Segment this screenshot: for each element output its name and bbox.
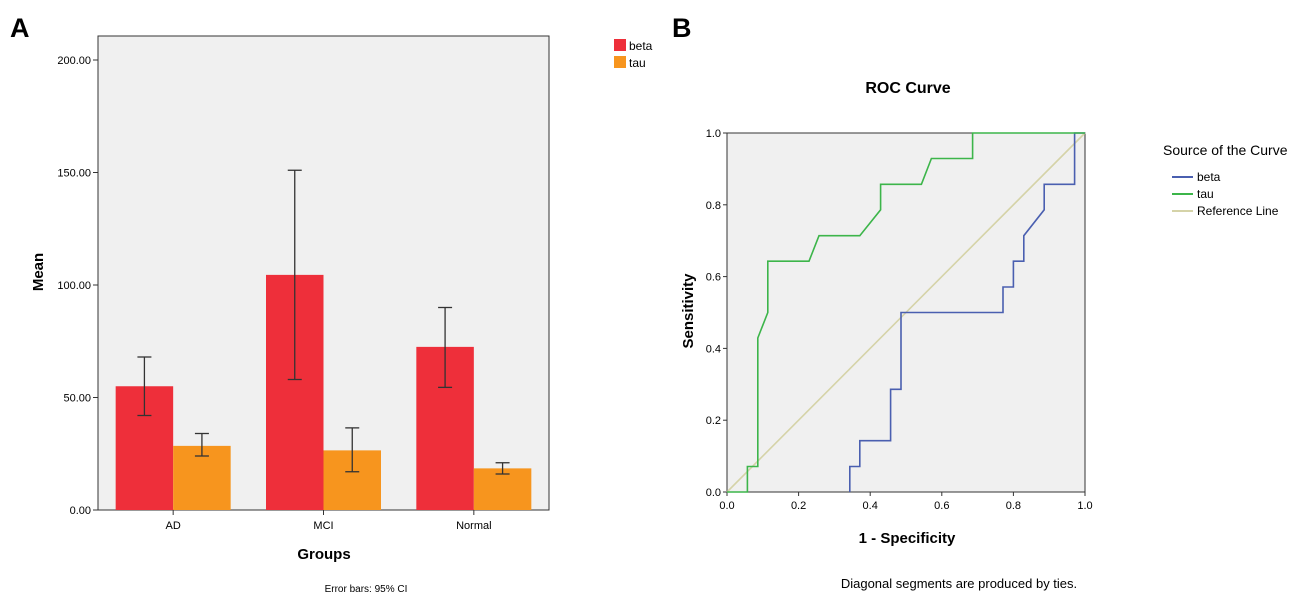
- bar-x-tick-label: AD: [166, 520, 181, 532]
- roc-line-tau: [727, 132, 1085, 493]
- bar-y-tick-label: 200.00: [57, 55, 91, 67]
- roc-y-tick-label: 0.6: [706, 272, 721, 284]
- roc-y-tick-label: 0.0: [706, 487, 721, 499]
- error-bar-beta-ad: [137, 356, 152, 417]
- roc-x-tick-label: 0.2: [791, 500, 806, 512]
- roc-x-tick-label: 0.4: [863, 500, 878, 512]
- bar-y-tick-label: 100.00: [57, 280, 91, 292]
- legend-swatch-tau: [614, 56, 626, 68]
- roc-legend-label-tau: tau: [1197, 187, 1214, 201]
- roc-title: ROC Curve: [865, 80, 950, 97]
- roc-series-group: [726, 132, 1086, 493]
- roc-y-tick-label: 1.0: [706, 128, 721, 140]
- bar-y-tick-label: 50.00: [63, 393, 91, 405]
- legend-swatch-beta: [614, 39, 626, 51]
- bar-legend: beta tau: [614, 39, 653, 70]
- bar-x-tick-label: Normal: [456, 520, 491, 532]
- bar-x-axis-title: Groups: [297, 546, 350, 563]
- bar-y-axis: 0.00 50.00 100.00 150.00 200.00: [57, 55, 98, 517]
- roc-y-axis-title: Sensitivity: [680, 273, 697, 349]
- roc-x-tick-label: 0.0: [719, 500, 734, 512]
- bar-y-axis-title: Mean: [30, 253, 47, 291]
- roc-footnote: Diagonal segments are produced by ties.: [841, 576, 1077, 591]
- panel-a-letter: A: [10, 13, 30, 43]
- roc-x-tick-label: 0.8: [1006, 500, 1021, 512]
- error-bar-beta-normal: [438, 306, 453, 389]
- error-bar-tau-normal: [495, 462, 510, 475]
- bar-tau-normal: [473, 468, 532, 510]
- error-bar-tau-ad: [194, 432, 209, 457]
- roc-legend-label-reference-line: Reference Line: [1197, 204, 1279, 218]
- roc-x-tick-label: 1.0: [1077, 500, 1092, 512]
- roc-legend: beta tau Reference Line: [1172, 170, 1279, 218]
- bar-y-tick-label: 150.00: [57, 168, 91, 180]
- legend-label-tau: tau: [629, 56, 646, 70]
- roc-y-tick-label: 0.8: [706, 200, 721, 212]
- bar-y-tick-label: 0.00: [70, 505, 91, 517]
- error-bar-beta-mci: [287, 169, 302, 381]
- error-bar-tau-mci: [345, 427, 360, 473]
- error-bars-note: Error bars: 95% CI: [325, 584, 408, 593]
- bar-x-axis: AD MCI Normal: [166, 510, 492, 532]
- roc-line-beta: [848, 132, 1085, 492]
- roc-legend-title: Source of the Curve: [1163, 142, 1288, 158]
- roc-y-tick-label: 0.4: [706, 343, 721, 355]
- roc-legend-label-beta: beta: [1197, 170, 1221, 184]
- roc-chart: ROC Curve 0.00.0 0.2 0.2 0.4 0.4 0.6 0.6 0.8 0.8…: [680, 80, 1288, 591]
- roc-x-axis-title: 1 - Specificity: [859, 530, 956, 547]
- panel-b-letter: B: [672, 13, 692, 43]
- roc-x-tick-label: 0.6: [934, 500, 949, 512]
- error-bars: [137, 169, 510, 475]
- roc-y-tick-label: 0.2: [706, 415, 721, 427]
- bar-x-tick-label: MCI: [313, 520, 333, 532]
- roc-axes: 0.00.0 0.2 0.2 0.4 0.4 0.6 0.6 0.8 0.8 1.0 1.0: [706, 128, 1093, 512]
- legend-label-beta: beta: [629, 39, 653, 53]
